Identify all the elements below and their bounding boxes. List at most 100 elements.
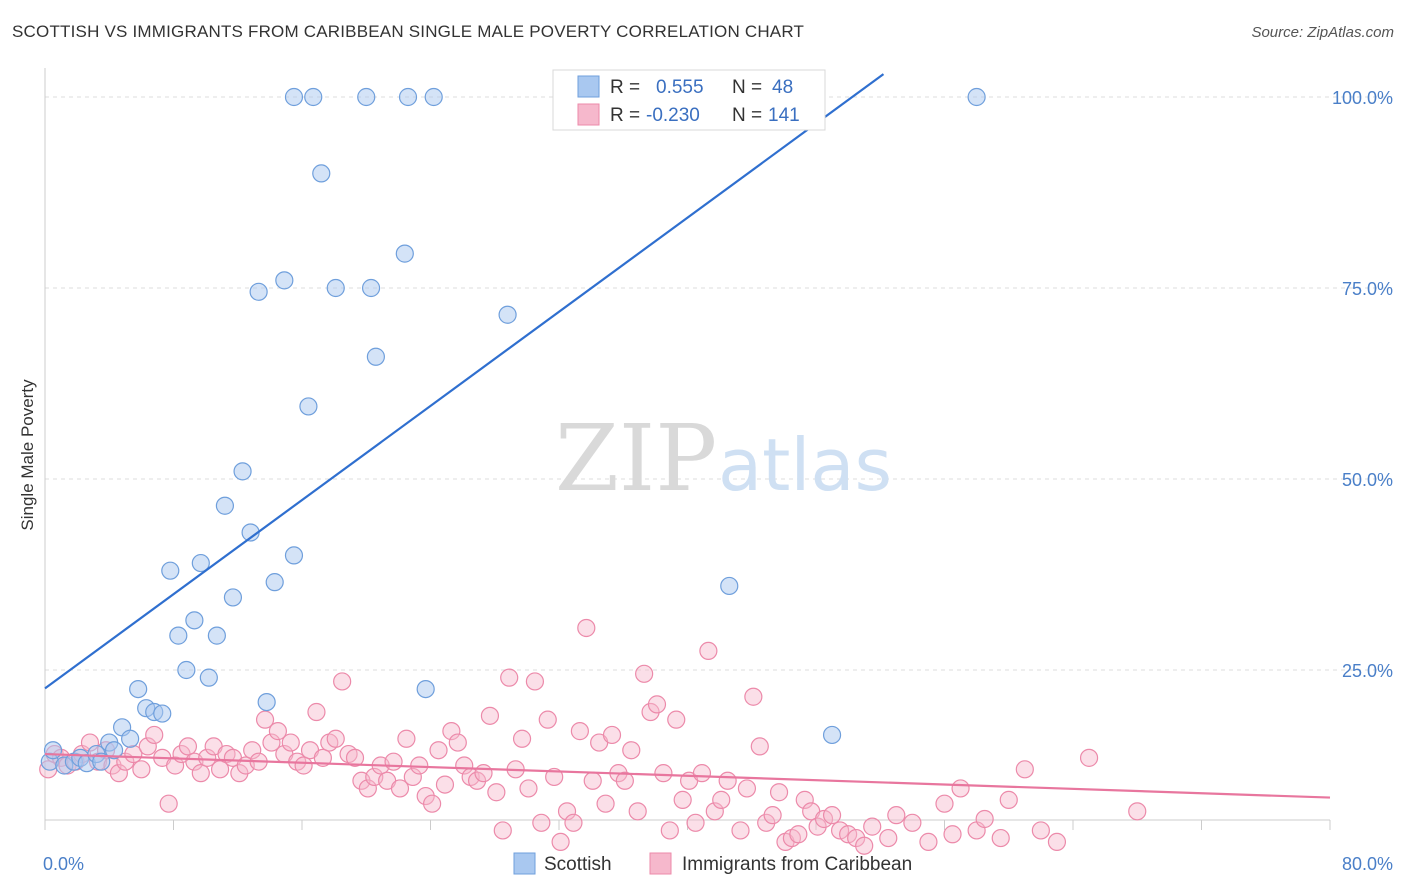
caribbean-point [384,752,403,771]
legend-bottom: Scottish Immigrants from Caribbean [513,852,912,875]
caribbean-point [255,710,275,729]
scottish-point [153,704,172,723]
x-tick-label: 80.0% [1342,854,1393,874]
caribbean-point [564,813,583,832]
legend-swatch-scottish [577,75,600,98]
caribbean-point [390,779,410,798]
scottish-point [720,576,739,596]
caribbean-point [660,821,679,840]
caribbean-point [333,672,352,691]
legend-n-label-caribbean: N = [732,105,762,126]
caribbean-point [602,725,622,745]
scottish-point [92,752,111,771]
bottom-legend-label-scottish: Scottish [544,854,612,875]
caribbean-point [1015,760,1034,779]
caribbean-point [178,737,198,756]
caribbean-point [159,794,178,813]
scottish-point [416,679,435,699]
scottish-point [215,496,234,515]
scottish-point [104,741,124,760]
caribbean-point [109,764,128,783]
caribbean-point [1128,802,1147,821]
scottish-point [284,546,304,565]
legend-r-label-caribbean: R = [610,105,640,126]
caribbean-point [551,832,570,852]
caribbean-point [795,790,814,809]
caribbean-point [887,806,906,825]
caribbean-point [455,756,474,775]
caribbean-point [737,779,757,798]
caribbean-point [294,756,313,775]
scottish-point [257,692,276,712]
caribbean-point [557,802,577,821]
watermark-atlas: atlas [718,423,892,507]
caribbean-point [712,790,731,809]
caribbean-point [628,802,647,821]
caribbean-point [879,828,898,848]
x-tick-label: 0.0% [43,854,84,874]
scottish-point [299,397,318,416]
caribbean-point [545,767,564,787]
y-tick-label: 50.0% [1342,470,1393,490]
scottish-point [249,282,268,301]
caribbean-point [519,779,538,798]
grid [45,96,1392,671]
scottish-point [185,611,204,630]
scottish-point [967,87,986,107]
caribbean-point [622,741,641,760]
watermark-zip: ZIP [555,405,717,512]
scottish-point [312,164,331,183]
scottish-point [121,729,140,748]
caribbean-point [198,748,217,767]
caribbean-point [769,783,789,802]
caribbean-point [999,790,1018,809]
legend-r-value-scottish: 0.555 [656,77,704,98]
caribbean-point [313,748,332,767]
caribbean-point [919,832,938,852]
scottish-point [233,462,252,481]
scottish-point [398,87,418,107]
caribbean-point [577,618,596,638]
scottish-point [284,87,304,107]
caribbean-point [596,794,615,813]
caribbean-point [145,725,164,745]
y-tick-label: 100.0% [1332,88,1393,108]
bottom-legend-swatch-caribbean [649,852,672,875]
caribbean-point [943,825,962,844]
caribbean-point [991,828,1010,848]
caribbean-point [757,813,776,832]
caribbean-point [358,779,377,798]
caribbean-point [500,668,519,687]
scottish-point [177,660,196,680]
legend-top: R = 0.555 N = 48 R = -0.230 N = 141 [552,69,826,131]
caribbean-point [1047,832,1067,852]
caribbean-point [667,710,686,729]
bottom-legend-swatch-scottish [513,852,536,875]
caribbean-point [808,817,827,836]
scottish-point [169,626,188,645]
caribbean-point [1079,748,1099,767]
caribbean-point [763,806,782,825]
scottish-point [265,573,284,592]
scottish-point [207,626,226,645]
caribbean-point [744,687,763,706]
caribbean-point [132,760,151,779]
scottish-point [43,741,63,760]
caribbean-point [975,809,994,829]
caribbean-point [474,764,493,783]
caribbean-trend-line [44,752,1331,799]
legend-r-value-caribbean: -0.230 [646,105,700,126]
caribbean-point [855,836,874,855]
scottish-point [191,553,210,573]
caribbean-point [686,813,705,832]
bottom-legend-label-caribbean: Immigrants from Caribbean [682,854,912,875]
legend-n-label-scottish: N = [732,77,762,98]
legend-n-value-caribbean: 141 [768,105,800,126]
legend-swatch-caribbean [577,103,600,126]
scottish-point [199,668,218,687]
scottish-point [357,87,376,107]
caribbean-point [435,775,455,794]
caribbean-point [750,737,769,756]
caribbean-point [822,806,842,825]
